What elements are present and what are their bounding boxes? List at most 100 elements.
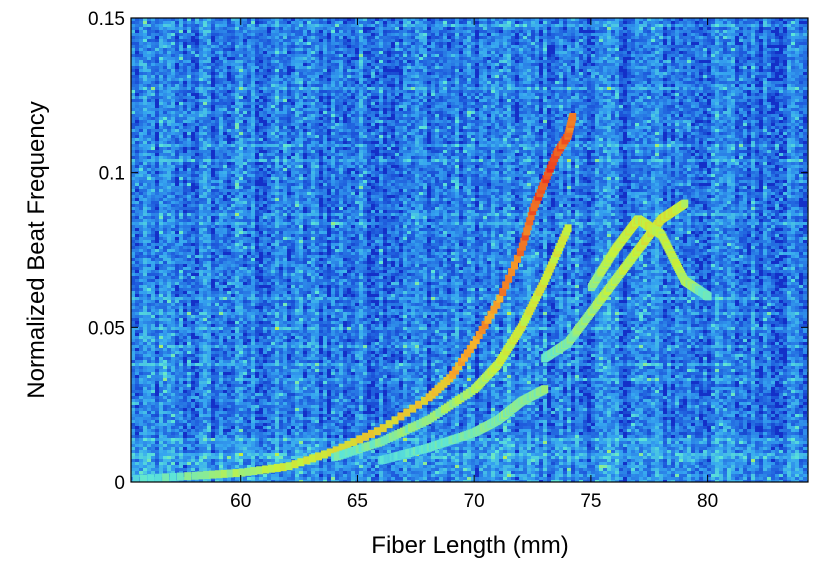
heatmap-cell: [207, 54, 211, 57]
heatmap-cell: [175, 435, 179, 438]
heatmap-cell: [139, 117, 143, 120]
heatmap-cell: [211, 183, 215, 186]
heatmap-cell: [171, 279, 175, 282]
heatmap-cell: [175, 429, 179, 432]
heatmap-cell: [143, 87, 147, 90]
heatmap-cell: [143, 174, 147, 177]
heatmap-cell: [231, 465, 235, 468]
heatmap-cell: [215, 111, 219, 114]
heatmap-cell: [247, 33, 251, 36]
heatmap-cell: [243, 360, 247, 363]
heatmap-cell: [259, 297, 263, 300]
heatmap-cell: [251, 234, 255, 237]
heatmap-cell: [227, 126, 231, 129]
heatmap-cell: [231, 123, 235, 126]
heatmap-cell: [223, 360, 227, 363]
heatmap-cell: [191, 234, 195, 237]
heatmap-cell: [215, 273, 219, 276]
heatmap-cell: [199, 279, 203, 282]
heatmap-cell: [139, 432, 143, 435]
heatmap-cell: [163, 171, 167, 174]
heatmap-cell: [147, 318, 151, 321]
heatmap-cell: [255, 75, 259, 78]
heatmap-cell: [167, 432, 171, 435]
heatmap-cell: [187, 165, 191, 168]
heatmap-cell: [175, 414, 179, 417]
heatmap-cell: [147, 363, 151, 366]
heatmap-cell: [135, 54, 139, 57]
heatmap-cell: [187, 123, 191, 126]
heatmap-cell: [175, 114, 179, 117]
heatmap-cell: [171, 222, 175, 225]
heatmap-cell: [247, 408, 251, 411]
heatmap-cell: [179, 60, 183, 63]
heatmap-cell: [187, 33, 191, 36]
heatmap-cell: [195, 309, 199, 312]
heatmap-cell: [227, 231, 231, 234]
heatmap-cell: [219, 465, 223, 468]
heatmap-cell: [151, 276, 155, 279]
heatmap-cell: [199, 213, 203, 216]
heatmap-cell: [263, 162, 267, 165]
heatmap-cell: [191, 393, 195, 396]
heatmap-cell: [203, 312, 207, 315]
heatmap-cell: [159, 282, 163, 285]
heatmap-cell: [239, 210, 243, 213]
heatmap-cell: [235, 27, 239, 30]
heatmap-cell: [151, 240, 155, 243]
heatmap-cell: [171, 330, 175, 333]
heatmap-cell: [135, 468, 139, 471]
heatmap-cell: [263, 336, 267, 339]
heatmap-cell: [151, 144, 155, 147]
heatmap-cell: [207, 36, 211, 39]
heatmap-cell: [251, 453, 255, 456]
heatmap-cell: [263, 306, 267, 309]
heatmap-cell: [135, 111, 139, 114]
heatmap-cell: [263, 330, 267, 333]
heatmap-cell: [219, 384, 223, 387]
heatmap-cell: [231, 267, 235, 270]
heatmap-cell: [199, 309, 203, 312]
heatmap-cell: [223, 333, 227, 336]
heatmap-cell: [251, 36, 255, 39]
heatmap-cell: [175, 465, 179, 468]
heatmap-cell: [179, 147, 183, 150]
heatmap-cell: [247, 216, 251, 219]
heatmap-cell: [199, 195, 203, 198]
heatmap-cell: [247, 372, 251, 375]
heatmap-cell: [227, 270, 231, 273]
heatmap-cell: [187, 390, 191, 393]
heatmap-cell: [207, 231, 211, 234]
heatmap-cell: [203, 417, 207, 420]
heatmap-cell: [151, 231, 155, 234]
heatmap-cell: [231, 453, 235, 456]
heatmap-cell: [187, 87, 191, 90]
heatmap-cell: [215, 324, 219, 327]
heatmap-cell: [163, 468, 167, 471]
heatmap-cell: [171, 198, 175, 201]
heatmap-cell: [139, 54, 143, 57]
heatmap-cell: [179, 183, 183, 186]
heatmap-cell: [267, 153, 271, 156]
heatmap-cell: [147, 213, 151, 216]
heatmap-cell: [235, 141, 239, 144]
heatmap-cell: [139, 60, 143, 63]
heatmap-cell: [247, 144, 251, 147]
heatmap-cell: [155, 423, 159, 426]
heatmap-cell: [227, 243, 231, 246]
heatmap-cell: [179, 75, 183, 78]
heatmap-cell: [255, 381, 259, 384]
heatmap-cell: [147, 234, 151, 237]
heatmap-cell: [151, 132, 155, 135]
heatmap-cell: [167, 57, 171, 60]
heatmap-cell: [167, 198, 171, 201]
heatmap-cell: [235, 390, 239, 393]
heatmap-cell: [187, 51, 191, 54]
heatmap-cell: [231, 351, 235, 354]
heatmap-cell: [259, 234, 263, 237]
heatmap-cell: [215, 366, 219, 369]
heatmap-cell: [219, 216, 223, 219]
heatmap-cell: [211, 63, 215, 66]
heatmap-cell: [147, 348, 151, 351]
heatmap-cell: [135, 342, 139, 345]
